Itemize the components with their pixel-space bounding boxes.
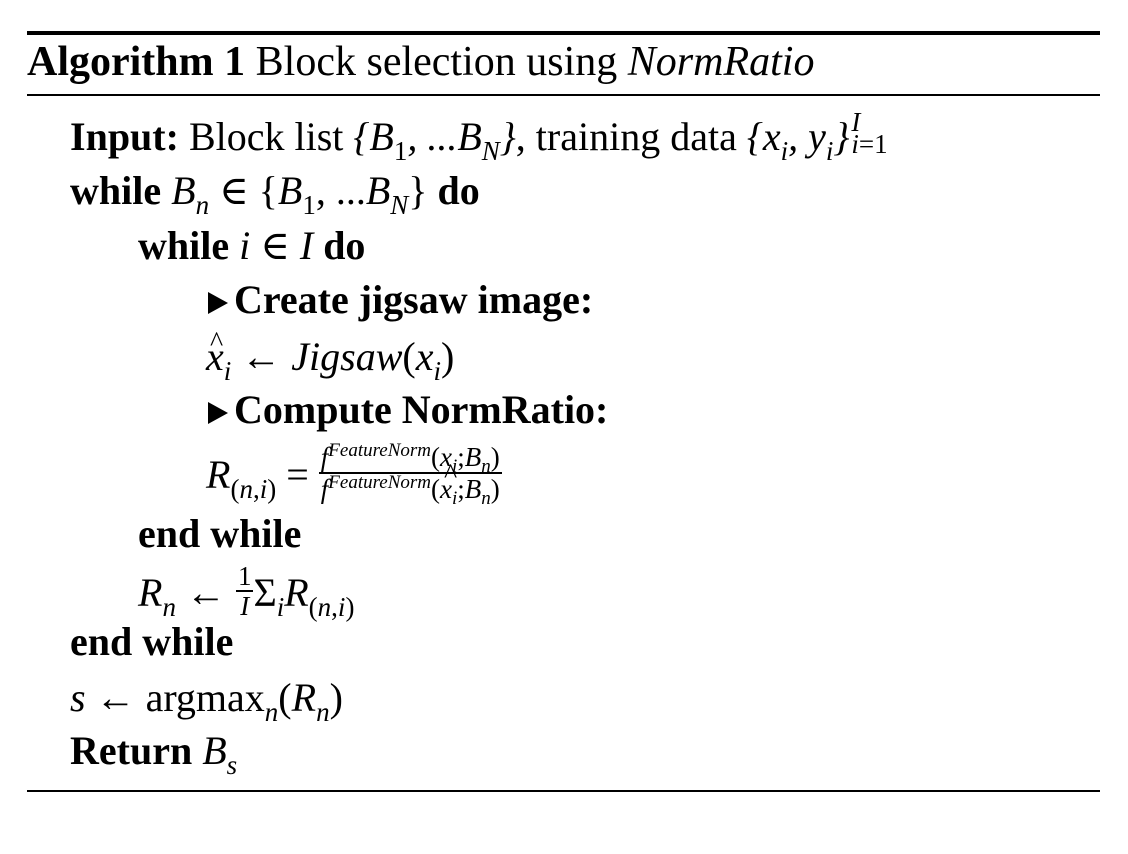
normratio-numerator: fFeatureNorm(xi;Bn) (318, 440, 502, 477)
mean-statement: Rn ← 1 I ΣiR(n,i) (138, 561, 355, 626)
inner-end-while-line: end while (138, 510, 301, 558)
input-text-block-list: Block list (188, 114, 344, 159)
comment-create-jigsaw-text: Create jigsaw image: (234, 277, 594, 322)
algorithm-method: NormRatio (627, 39, 815, 85)
inner-do-keyword: do (323, 223, 366, 268)
comment-create-jigsaw: Create jigsaw image: (208, 276, 593, 324)
input-keyword: Input: (70, 114, 179, 159)
jigsaw-statement: xi ← Jigsaw(xi) (206, 319, 454, 385)
input-line: Input: Block list {B1, ...BN}, training … (70, 107, 915, 166)
input-data-set: {xi, yi} (746, 114, 850, 166)
outer-while-keyword: while (70, 168, 162, 213)
return-line: Return Bs (70, 727, 238, 780)
normratio-denominator: fFeatureNorm(xi;Bn) (319, 460, 502, 508)
argmax-formula: s ← argmaxn(Rn) (70, 675, 343, 727)
triangle-right-icon (208, 402, 228, 424)
normratio-lhs: R(n,i) = (206, 452, 309, 505)
normratio-fraction: fFeatureNorm(xi;Bn) fFeatureNorm(xi;Bn) (318, 440, 502, 508)
caption-rule (27, 94, 1100, 96)
algorithm-caption: Algorithm 1 Block selection using NormRa… (27, 38, 814, 86)
argmax-statement: s ← argmaxn(Rn) (70, 674, 343, 727)
normratio-statement: R(n,i) = fFeatureNorm(xi;Bn) fFeatureNor… (206, 441, 502, 510)
algorithm-label: Algorithm 1 (27, 39, 246, 85)
inner-end-while-keyword: end while (138, 511, 302, 556)
inner-while-condition: i ∈ I (239, 223, 314, 268)
triangle-right-icon (208, 292, 228, 314)
comment-compute-normratio: Compute NormRatio: (208, 386, 608, 434)
bottom-rule (27, 790, 1100, 792)
input-text-training: , training data (515, 114, 737, 159)
top-rule (27, 31, 1100, 35)
mean-formula: Rn ← 1 I ΣiR(n,i) (138, 561, 355, 623)
algorithm-title: Block selection using (255, 39, 618, 85)
inner-while-keyword: while (138, 223, 230, 268)
outer-do-keyword: do (437, 168, 480, 213)
outer-while-condition: Bn ∈ {B1, ...BN} (171, 168, 428, 220)
return-keyword: Return (70, 728, 193, 773)
outer-end-while-keyword: end while (70, 619, 234, 664)
jigsaw-formula: xi ← Jigsaw(xi) (206, 319, 454, 385)
comment-compute-normratio-text: Compute NormRatio: (234, 387, 609, 432)
input-block-set: {B1, ...BN} (353, 114, 516, 166)
return-value: Bs (202, 728, 238, 780)
inner-while-line: while i ∈ I do (138, 222, 365, 270)
outer-end-while-line: end while (70, 618, 233, 666)
outer-while-line: while Bn ∈ {B1, ...BN} do (70, 167, 480, 220)
